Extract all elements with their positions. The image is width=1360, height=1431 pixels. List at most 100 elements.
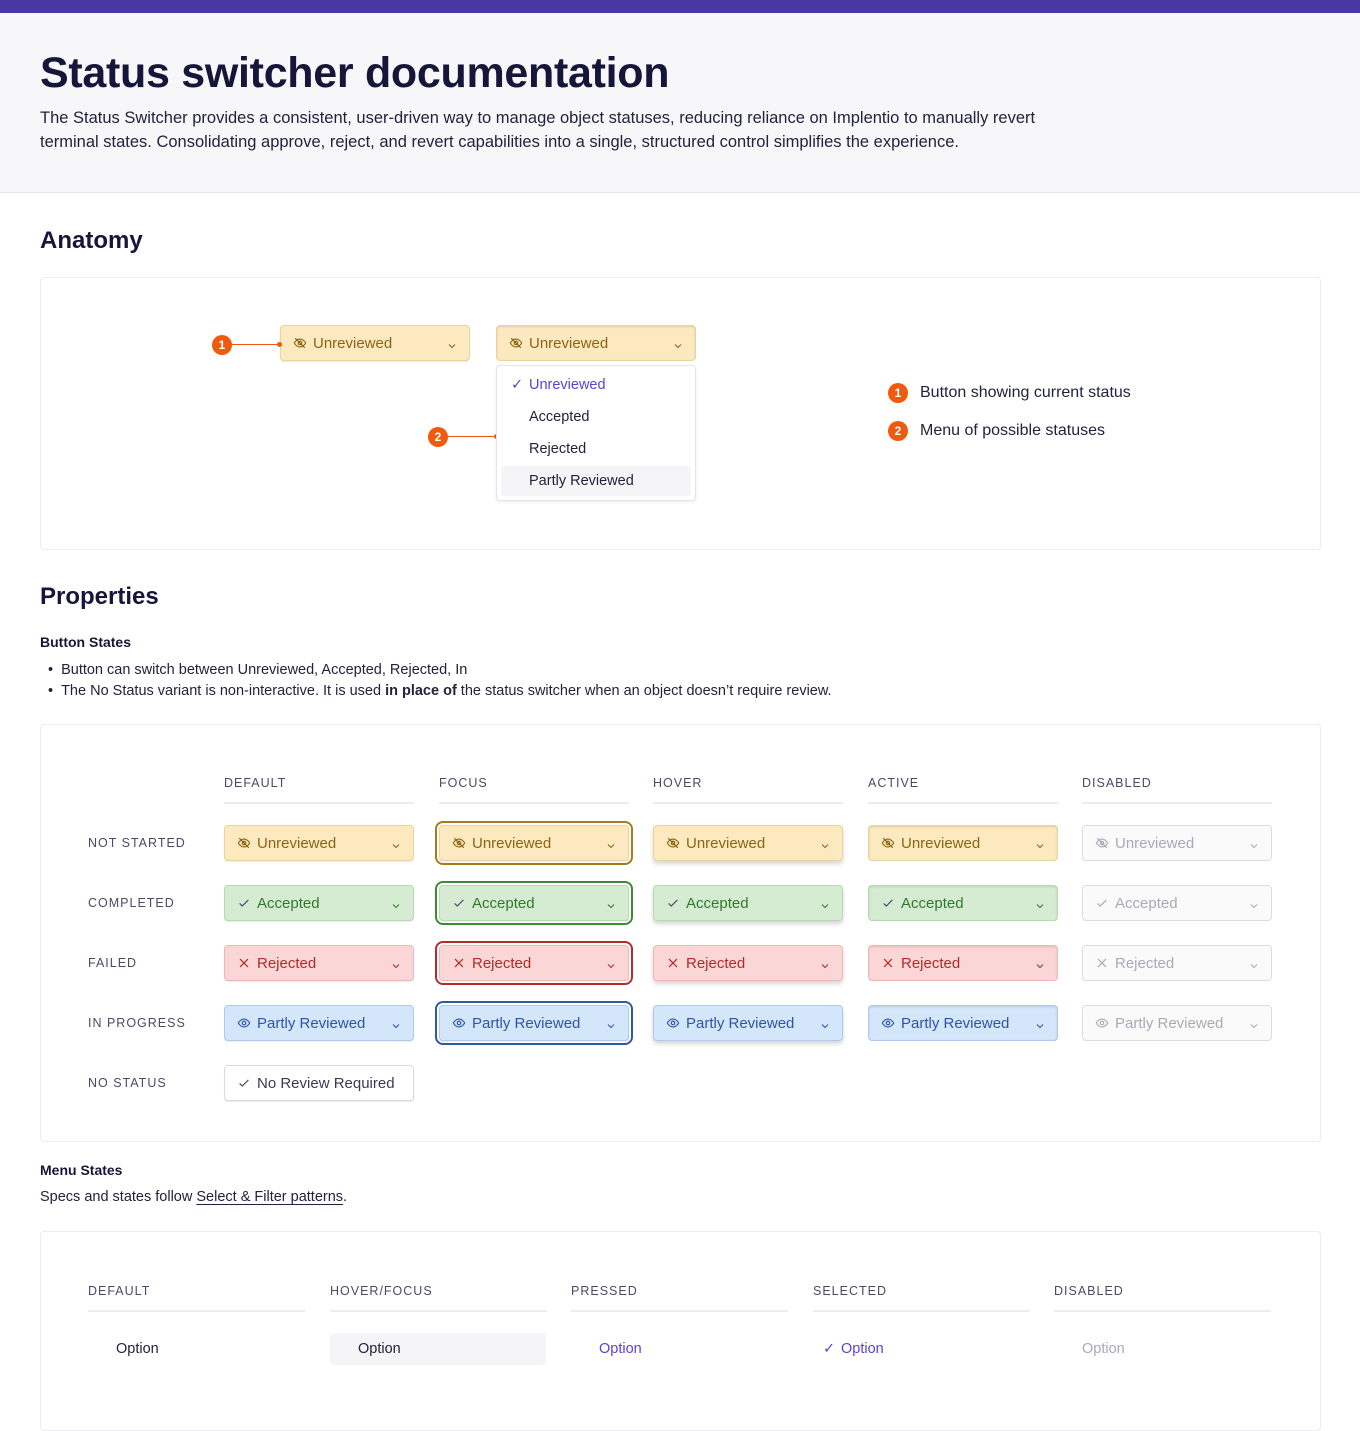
status-button-hover[interactable]: Unreviewed (653, 825, 843, 861)
menu-option-hover-focus[interactable]: Option (330, 1333, 546, 1365)
status-button-focus[interactable]: Accepted (435, 881, 633, 925)
status-button-active[interactable]: Partly Reviewed (868, 1005, 1058, 1041)
x-icon (452, 956, 466, 970)
check-icon (237, 1076, 251, 1090)
check-icon: ✓ (823, 1341, 836, 1357)
check-icon (237, 896, 251, 910)
menu-column-header: PRESSED (571, 1284, 788, 1312)
menu-states-card (40, 1231, 1321, 1431)
column-header-focus: FOCUS (439, 776, 629, 804)
status-button[interactable]: Unreviewed (280, 325, 470, 361)
properties-heading: Properties (40, 583, 159, 610)
status-button-focus[interactable]: Partly Reviewed (435, 1001, 633, 1045)
menu-item-unreviewed[interactable]: ✓ Unreviewed (501, 370, 691, 400)
status-button-open[interactable]: Unreviewed (496, 325, 696, 361)
chevron-down-icon (820, 1018, 830, 1029)
eye-icon (881, 1016, 895, 1030)
status-button-default[interactable]: Unreviewed (224, 825, 414, 861)
eye-icon (1095, 1016, 1109, 1030)
menu-option-selected[interactable]: ✓ Option (813, 1333, 1029, 1365)
eye-off-icon (881, 836, 895, 850)
legend-item-1: 1 Button showing current status (888, 383, 1131, 403)
menu-option-pressed[interactable]: Option (599, 1341, 642, 1357)
x-icon (881, 956, 895, 970)
menu-item-accepted[interactable]: Accepted (529, 409, 590, 425)
chevron-down-icon (673, 338, 683, 349)
row-header: COMPLETED (88, 896, 175, 910)
chevron-down-icon (1035, 898, 1045, 909)
row-header: FAILED (88, 956, 138, 970)
chevron-down-icon (1249, 838, 1259, 849)
menu-option-disabled: Option (1082, 1341, 1125, 1357)
menu-option-default[interactable]: Option (116, 1341, 159, 1357)
x-icon (237, 956, 251, 970)
eye-off-icon (293, 336, 307, 350)
row-header: NO STATUS (88, 1076, 167, 1090)
chevron-down-icon (391, 838, 401, 849)
menu-item-rejected[interactable]: Rejected (529, 441, 587, 457)
marker-1: 1 (212, 335, 232, 355)
note-2: The No Status variant is non-interactive… (48, 681, 832, 702)
eye-off-icon (509, 336, 523, 350)
status-button-hover[interactable]: Partly Reviewed (653, 1005, 843, 1041)
menu-column-header: DEFAULT (88, 1284, 305, 1312)
legend-item-2: 2 Menu of possible statuses (888, 421, 1105, 441)
eye-off-icon (237, 836, 251, 850)
eye-icon (452, 1016, 466, 1030)
marker-1-leader (232, 344, 280, 345)
status-button-default[interactable]: Partly Reviewed (224, 1005, 414, 1041)
status-button-disabled: Partly Reviewed (1082, 1005, 1272, 1041)
button-states-notes: Button can switch between Unreviewed, Ac… (48, 660, 832, 702)
status-button-active[interactable]: Unreviewed (868, 825, 1058, 861)
marker-2-leader (448, 436, 496, 437)
check-icon (1095, 896, 1109, 910)
status-button-disabled: Rejected (1082, 945, 1272, 981)
eye-icon (666, 1016, 680, 1030)
chevron-down-icon (1035, 838, 1045, 849)
chevron-down-icon (820, 898, 830, 909)
status-button-disabled: Unreviewed (1082, 825, 1272, 861)
chevron-down-icon (447, 338, 457, 349)
chevron-down-icon (391, 958, 401, 969)
marker-1-dot (277, 342, 282, 347)
x-icon (666, 956, 680, 970)
anatomy-heading: Anatomy (40, 227, 143, 254)
menu-states-heading: Menu States (40, 1162, 123, 1178)
button-states-heading: Button States (40, 634, 131, 650)
no-status-badge: No Review Required (224, 1065, 414, 1101)
status-button-active[interactable]: Accepted (868, 885, 1058, 921)
chevron-down-icon (606, 1018, 616, 1029)
status-button-default[interactable]: Accepted (224, 885, 414, 921)
status-button-hover[interactable]: Rejected (653, 945, 843, 981)
status-button-focus[interactable]: Rejected (435, 941, 633, 985)
menu-item-partly-reviewed[interactable]: Partly Reviewed (501, 466, 691, 496)
chevron-down-icon (820, 958, 830, 969)
column-header-disabled: DISABLED (1082, 776, 1272, 804)
check-icon (881, 896, 895, 910)
x-icon (1095, 956, 1109, 970)
menu-column-header: SELECTED (813, 1284, 1030, 1312)
status-button-hover[interactable]: Accepted (653, 885, 843, 921)
status-button-focus[interactable]: Unreviewed (435, 821, 633, 865)
column-header-hover: HOVER (653, 776, 843, 804)
status-button-default[interactable]: Rejected (224, 945, 414, 981)
status-button-active[interactable]: Rejected (868, 945, 1058, 981)
chevron-down-icon (606, 898, 616, 909)
menu-column-header: DISABLED (1054, 1284, 1271, 1312)
chevron-down-icon (391, 1018, 401, 1029)
chevron-down-icon (1249, 958, 1259, 969)
chevron-down-icon (1249, 1018, 1259, 1029)
eye-off-icon (452, 836, 466, 850)
marker-2: 2 (428, 427, 448, 447)
select-filter-link[interactable]: Select & Filter patterns (196, 1189, 344, 1205)
status-button-disabled: Accepted (1082, 885, 1272, 921)
note-1: Button can switch between Unreviewed, Ac… (48, 660, 832, 681)
chevron-down-icon (1249, 898, 1259, 909)
chevron-down-icon (606, 958, 616, 969)
chevron-down-icon (1035, 958, 1045, 969)
menu-column-header: HOVER/FOCUS (330, 1284, 547, 1312)
check-icon: ✓ (511, 377, 524, 393)
top-accent-bar (0, 0, 1360, 13)
chevron-down-icon (391, 898, 401, 909)
page-header: Status switcher documentation The Status… (0, 13, 1360, 193)
